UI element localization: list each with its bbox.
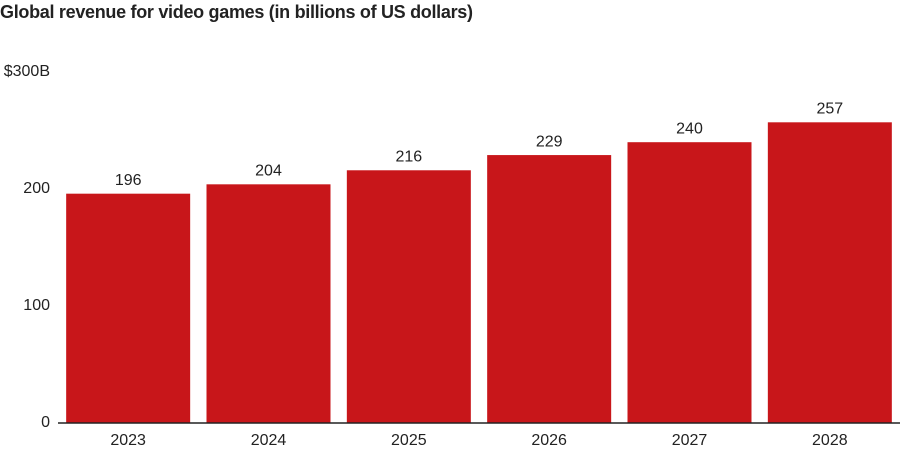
y-tick-label: 0 <box>41 414 50 431</box>
bar <box>767 122 892 423</box>
y-tick-label: $300B <box>4 63 50 80</box>
x-tick-label: 2025 <box>391 432 427 449</box>
x-tick-label: 2024 <box>251 432 287 449</box>
y-tick-label: 100 <box>23 297 50 314</box>
bar <box>487 155 612 423</box>
x-tick-label: 2026 <box>531 432 567 449</box>
x-tick-label: 2027 <box>672 432 708 449</box>
value-label: 229 <box>536 133 563 150</box>
bar <box>206 184 331 423</box>
value-label: 204 <box>255 163 282 180</box>
bar <box>627 142 752 423</box>
bar <box>66 193 191 423</box>
chart-title: Global revenue for video games (in billi… <box>0 2 473 22</box>
y-tick-label: 200 <box>23 180 50 197</box>
value-label: 240 <box>676 120 703 137</box>
value-label: 216 <box>395 148 422 165</box>
x-tick-label: 2023 <box>110 432 146 449</box>
value-label: 257 <box>816 101 843 118</box>
value-label: 196 <box>115 172 142 189</box>
x-tick-label: 2028 <box>812 432 848 449</box>
bar <box>346 170 471 423</box>
